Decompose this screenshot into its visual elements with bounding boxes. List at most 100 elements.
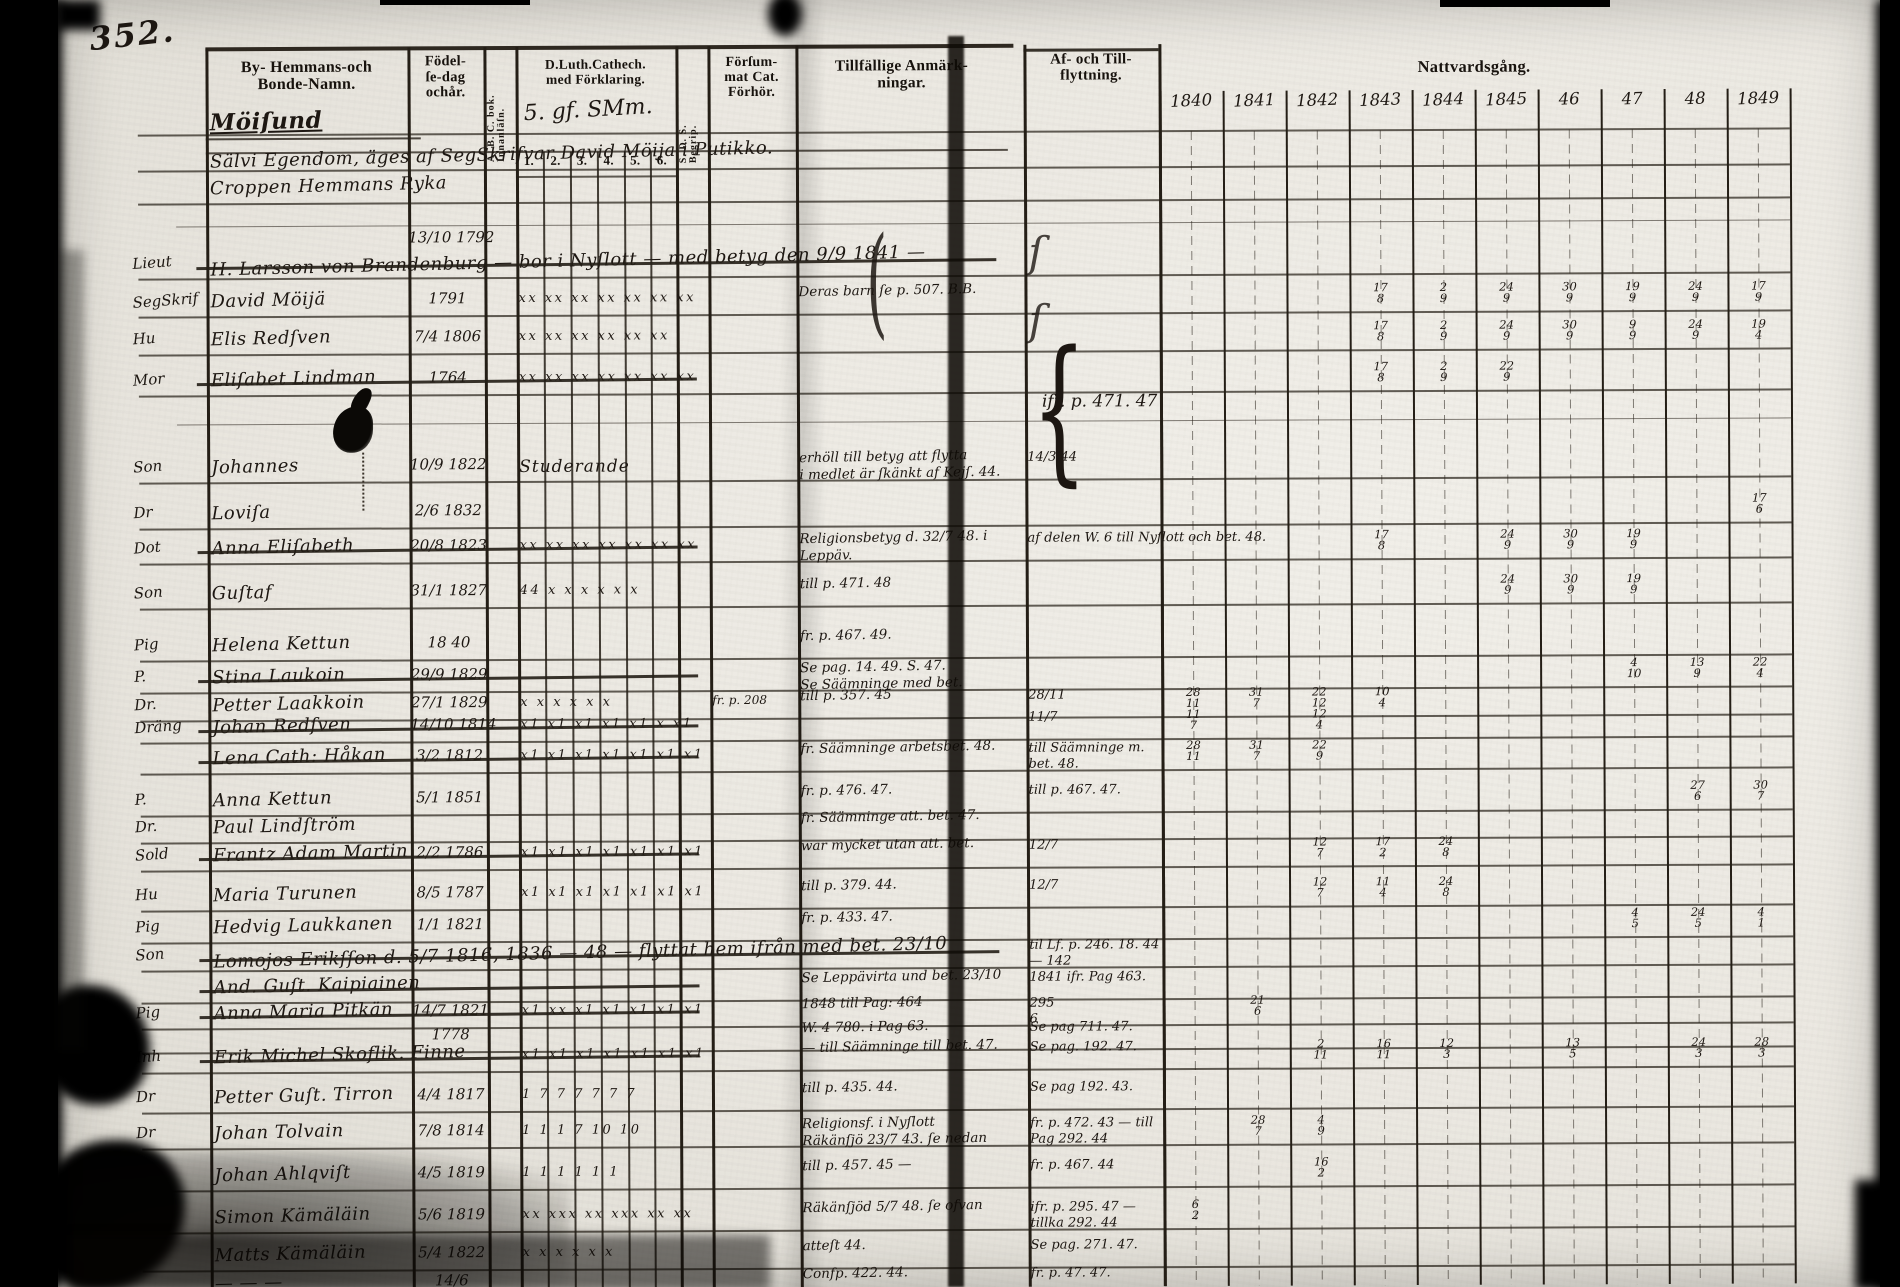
table-row: Dr Johan Tolvain 7/8 1814 1 1 1 7 10 10 Reli… xyxy=(60,1112,1900,1156)
communion-date: 11 4 xyxy=(1375,874,1391,900)
row-name: Croppen Hemmans Ryka xyxy=(209,172,448,200)
communion-date: 22 4 xyxy=(1752,654,1768,680)
communion-date: 24 8 xyxy=(1438,833,1454,859)
row-remark: till p. 435. 44. xyxy=(801,1078,898,1097)
row-birth: 5/4 1822 xyxy=(418,1243,486,1262)
row-name: Elis Redſven xyxy=(210,326,332,351)
communion-date: 22 12 xyxy=(1311,684,1327,710)
row-remark: till p. 379. 44. xyxy=(800,876,897,895)
row-birth: 2/6 1832 xyxy=(414,501,482,520)
communion-date: 22 9 xyxy=(1499,358,1515,384)
row-flytt: till p. 467. 47. xyxy=(1028,782,1121,798)
row-remark: Se Leppävirta und bet. 23/10 xyxy=(801,966,1002,987)
communion-date: 31 7 xyxy=(1248,684,1264,710)
communion-date: 17 8 xyxy=(1374,527,1389,553)
communion-date: 24 9 xyxy=(1688,278,1703,304)
row-birth: 20/8 1823 xyxy=(410,536,487,555)
left-curve-brace: ( xyxy=(865,212,888,352)
communion-date: 19 9 xyxy=(1626,526,1641,552)
row-flytt: Se pag. 271. 47. xyxy=(1030,1237,1138,1253)
row-birth: 18 40 xyxy=(427,633,471,652)
row-flytt: 12/7 xyxy=(1029,877,1059,893)
row-birth: 4/4 1817 xyxy=(417,1085,485,1104)
row-prefix: P. xyxy=(134,790,148,810)
row-name: Petter Guſt. Tirron xyxy=(213,1082,394,1109)
row-remark: fr. Säämninge arbetsbet. 48. xyxy=(800,737,996,758)
row-marks: xx xx xx xx xx xx xx xyxy=(518,290,696,306)
row-marks: x x x x x x xyxy=(520,694,613,710)
row-birth: 1791 xyxy=(428,289,467,308)
header-birth-column: Födel- ſe-dag ochår. xyxy=(424,53,467,101)
communion-date: 24 9 xyxy=(1499,279,1514,305)
ink-drip xyxy=(362,452,365,511)
row-name: Anna Kettun xyxy=(212,787,333,812)
row-prefix: Hu xyxy=(132,328,157,349)
row-name: Johan Tolvain xyxy=(213,1120,345,1145)
row-forsummat: fr. p. 208 xyxy=(712,692,767,708)
row-name: Guſtaf xyxy=(211,581,273,605)
row-name: Anna Maria Pitkän xyxy=(213,998,394,1025)
row-birth: 5/6 1819 xyxy=(417,1205,486,1224)
communion-date: 16 2 xyxy=(1313,1154,1329,1180)
row-prefix: Dr. xyxy=(133,694,158,715)
communion-date: 24 9 xyxy=(1499,317,1514,343)
communion-date: 24 5 xyxy=(1690,904,1706,930)
row-birth: 7/8 1814 xyxy=(417,1121,485,1140)
communion-date: 17 9 xyxy=(1751,278,1766,304)
row-flytt: fr. p. 472. 43 — till Pag 292. 44 xyxy=(1030,1115,1154,1147)
table-row: Dot Anna Eliſabeth 20/8 1823 xx xx xx xx xx… xyxy=(58,526,1900,571)
communion-date: 13 5 xyxy=(1565,1035,1581,1061)
communion-date: 2 11 xyxy=(1313,1036,1329,1062)
row-prefix: P. xyxy=(133,667,147,687)
scan-edge-left xyxy=(0,0,62,1287)
row-remark: fr. p. 467. 49. xyxy=(799,626,892,645)
communion-date: 17 6 xyxy=(1752,490,1767,516)
table-row: Dr Simon Kämäläin 5/6 1819 xx xxx xx xxx xx… xyxy=(60,1196,1900,1240)
communion-date: 17 8 xyxy=(1373,280,1388,306)
communion-date: 28 11 xyxy=(1185,684,1201,710)
communion-date: 28 11 xyxy=(1186,737,1201,763)
row-remark: Deras barn ſe p. 507. B.B. xyxy=(798,280,977,301)
row-prefix: Pig xyxy=(134,916,161,937)
row-remark: Räkänſjöd 5/7 48. ſe ofvan xyxy=(802,1196,983,1217)
communion-date: 30 7 xyxy=(1753,777,1768,803)
table-row: Sold Frantz Adam Martin 2/2 1786 x1 x1 x1 x… xyxy=(59,833,1900,878)
paper: 352. By- Hemmans-och Bonde-Namn. Födel- … xyxy=(58,0,1880,1287)
row-marks: xx xx xx xx xx xx xyxy=(518,328,670,344)
row-flytt: til Lf. p. 246. 18. 44 — 142 xyxy=(1029,937,1160,969)
communion-date: 9 9 xyxy=(1628,317,1637,343)
row-birth: 7/4 1806 xyxy=(414,327,482,346)
table-row: Lena Cath: Håkan 3/2 1812 x1 x1 x1 x1 x1 x… xyxy=(58,737,1900,781)
row-name: David Möijä xyxy=(210,288,326,313)
communion-date: 12 7 xyxy=(1312,874,1328,900)
row-prefix: Lieut xyxy=(131,252,173,273)
row-birth: 13/10 1792 xyxy=(408,228,495,247)
row-remark: atteſt 44. xyxy=(802,1237,866,1255)
communion-date: 31 7 xyxy=(1249,737,1264,763)
communion-date: 24 3 xyxy=(1691,1034,1707,1060)
row-prefix: Mor xyxy=(132,369,166,390)
row-marks: 1 7 7 7 7 7 7 xyxy=(521,1086,638,1102)
communion-date: 30 9 xyxy=(1562,317,1577,343)
communion-date: 19 4 xyxy=(1751,316,1766,342)
communion-date: 24 9 xyxy=(1688,316,1703,342)
row-remark: till p. 357. 45 xyxy=(800,686,892,705)
row-prefix: Dot xyxy=(132,537,162,558)
communion-date: 17 2 xyxy=(1375,834,1391,860)
communion-date: 10 4 xyxy=(1374,684,1390,710)
row-prefix: Son xyxy=(133,582,164,603)
row-flytt: fr. p. 47. 47. xyxy=(1030,1265,1111,1281)
row-marks: x x x x x x xyxy=(522,1244,615,1260)
communion-date: 2 9 xyxy=(1439,317,1448,343)
table-row: SegSkrif David Möijä 1791 xx xx xx xx xx xx… xyxy=(56,278,1900,324)
row-flytt: Se pag 192. 43. xyxy=(1029,1079,1133,1095)
row-prefix: Dr xyxy=(135,1122,156,1143)
row-remark: erhöll till betyg att flytta i medlet är… xyxy=(798,447,1001,484)
row-flytt: 1841 ifr. Pag 463. xyxy=(1029,969,1147,985)
row-remark: W. 4 780. i Pag 63. xyxy=(801,1017,929,1037)
row-flytt: 28/11 xyxy=(1028,687,1066,703)
row-prefix: Dr xyxy=(135,1164,157,1185)
communion-date: 12 3 xyxy=(1439,1035,1455,1061)
communion-date: 4 10 xyxy=(1626,655,1642,681)
row-prefix: Dräng xyxy=(133,715,183,738)
